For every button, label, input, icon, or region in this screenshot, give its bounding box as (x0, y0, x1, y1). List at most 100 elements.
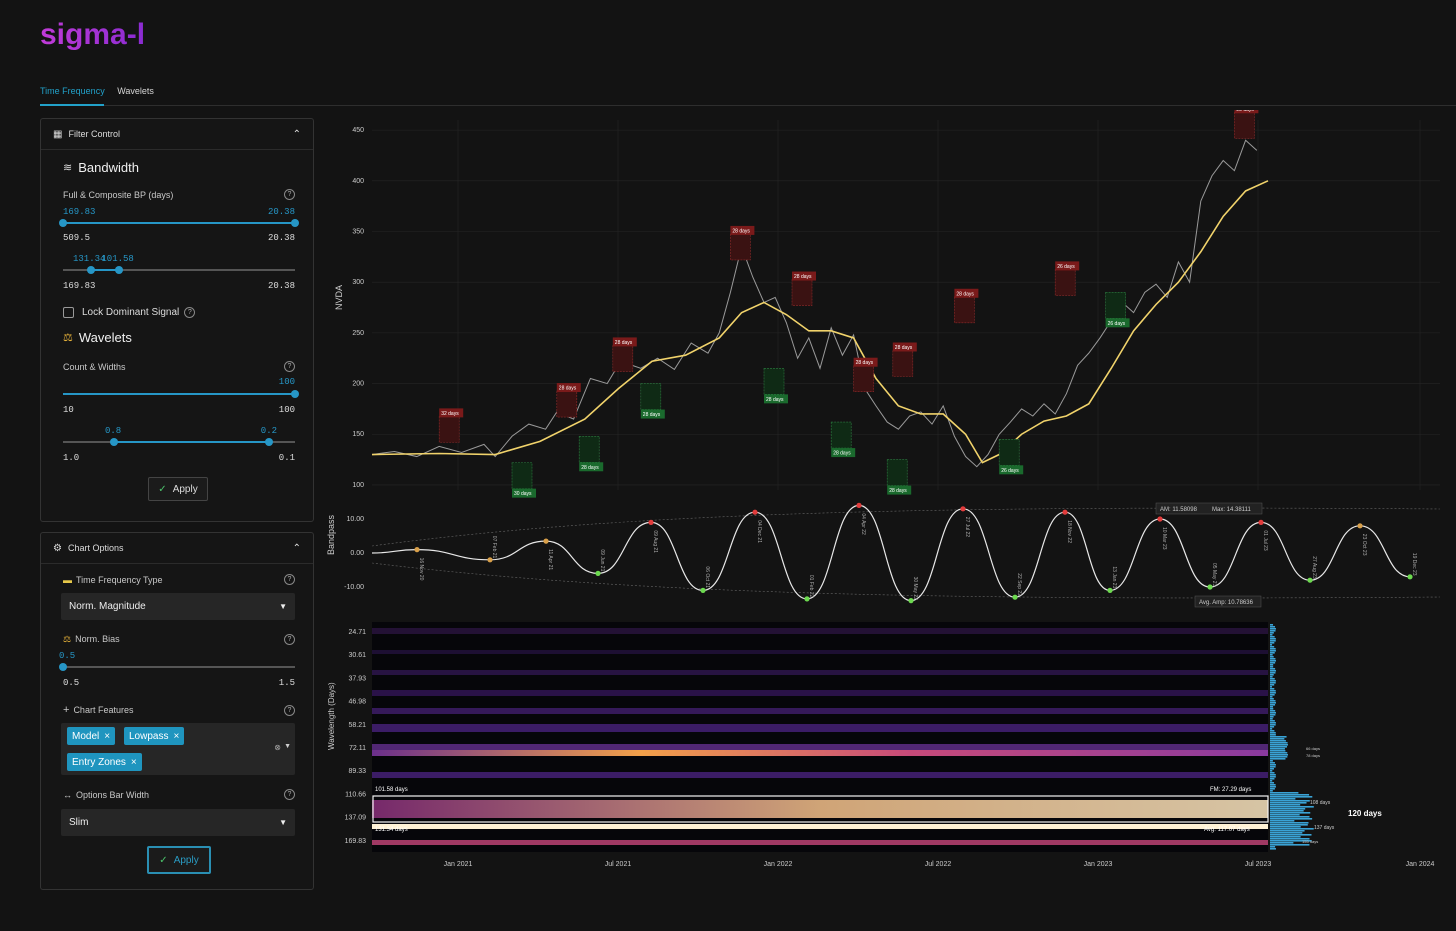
histogram-bar (1270, 674, 1274, 676)
clear-icon[interactable]: ⊗ (274, 743, 281, 752)
histogram-bar (1270, 658, 1276, 660)
composite-slider-fill (90, 269, 119, 271)
histogram-bar (1270, 720, 1275, 722)
histogram-bar (1270, 690, 1276, 692)
extremum-date-label: 06 Oct 21 (704, 566, 710, 588)
heatmap-band (372, 772, 1268, 778)
tab-time-frequency[interactable]: Time Frequency (40, 86, 105, 96)
norm-bias-max: 1.5 (278, 678, 295, 688)
grid-icon: ▦ (53, 128, 63, 140)
bandpass-line (371, 504, 1411, 602)
chart-options-apply-button[interactable]: ✓ Apply (147, 846, 211, 874)
composite-slider-handle-low[interactable] (86, 266, 95, 274)
close-icon[interactable]: × (130, 756, 137, 768)
lock-dominant-label: Lock Dominant Signal (82, 307, 180, 318)
features-multiselect[interactable]: Model × Lowpass × Entry Zones × ⊗ ▼ (61, 723, 295, 775)
help-icon[interactable]: ? (184, 307, 196, 318)
histogram-bar (1270, 666, 1274, 668)
chevron-up-icon[interactable]: ⌃ (292, 542, 301, 554)
widths-slider-handle-low[interactable] (110, 438, 119, 446)
lock-dominant-checkbox[interactable] (63, 307, 74, 318)
composite-max: 20.38 (267, 281, 295, 291)
histogram-bar (1270, 736, 1287, 738)
histogram-bar (1270, 734, 1276, 736)
entry-zone-tag (439, 408, 464, 418)
bp-slider-handle-low[interactable] (59, 219, 67, 227)
entry-zone-box (1054, 269, 1076, 296)
extremum-date-label: 01 Jul 23 (1262, 530, 1268, 551)
entry-zone-marker: 28 days (886, 459, 912, 495)
chart-area[interactable]: NVDA 450 400 350 300 250 200 150 100 32 days 30 … (320, 110, 1456, 880)
entry-zone-label: 28 days (643, 412, 661, 418)
norm-bias-slider[interactable] (59, 663, 295, 671)
norm-bias-handle[interactable] (59, 663, 67, 671)
histogram-bar (1270, 724, 1276, 726)
filter-control-header[interactable]: ▦ Filter Control ⌃ (41, 119, 313, 150)
bp-slider[interactable] (59, 219, 299, 227)
feature-tag-model[interactable]: Model × (67, 727, 116, 745)
am-max-box (1155, 502, 1263, 515)
band-lower-label: 131.34 days (375, 827, 408, 833)
histogram-bar (1270, 664, 1274, 666)
tf-type-select[interactable]: Norm. Magnitude ▼ (61, 593, 295, 620)
x-tick-label: Jan 2022 (764, 861, 793, 868)
entry-zone-marker: 28 days (954, 288, 979, 324)
histogram-bar (1270, 748, 1285, 750)
chart-options-header[interactable]: ⚙ Chart Options ⌃ (41, 533, 313, 564)
help-icon[interactable]: ? (284, 789, 295, 800)
feature-tag-lowpass[interactable]: Lowpass × (124, 727, 185, 745)
histogram-bar (1270, 832, 1303, 834)
y-tick-label: 72.11 (349, 745, 366, 752)
histogram-bar (1270, 758, 1286, 760)
bandpass-extremum (595, 570, 601, 576)
histogram-bar (1270, 670, 1276, 672)
avg-amp-annotation: Avg. Amp: 10.78636 (1199, 600, 1254, 606)
entry-zone-tag (954, 288, 979, 298)
chart-options-title: Chart Options (67, 543, 124, 553)
entry-zone-marker: 28 days (892, 342, 917, 377)
feature-tag-entry-zones[interactable]: Entry Zones × (67, 753, 142, 771)
count-slider[interactable] (63, 390, 299, 398)
extremum-date-label: 23 Oct 23 (1361, 534, 1367, 556)
y-tick-label: 250 (352, 330, 364, 337)
histogram-bar (1270, 822, 1309, 824)
tab-wavelets[interactable]: Wavelets (117, 86, 154, 96)
composite-slider[interactable] (63, 266, 295, 274)
histogram-bar (1270, 630, 1276, 632)
bp-slider-fill (63, 222, 295, 224)
widths-slider[interactable] (63, 438, 295, 446)
help-icon[interactable]: ? (284, 634, 295, 645)
widths-slider-values: 0.8 0.2 (63, 426, 295, 436)
bar-width-select[interactable]: Slim ▼ (61, 809, 295, 836)
extremum-date-label: 13 Jan 23 (1111, 566, 1117, 588)
filter-apply-button[interactable]: ✓ Apply (148, 477, 208, 501)
am-annotation: AM: 11.58098 (1160, 507, 1198, 513)
bp-slider-handle-high[interactable] (291, 219, 299, 227)
heatmap-band (372, 840, 1268, 845)
help-icon[interactable]: ? (284, 361, 295, 372)
entry-zone-label: 28 days (794, 274, 812, 280)
chevron-up-icon[interactable]: ⌃ (292, 128, 301, 140)
help-icon[interactable]: ? (284, 704, 295, 716)
widths-slider-handle-high[interactable] (265, 438, 274, 446)
bar-width-label: Options Bar Width (76, 789, 150, 800)
help-icon[interactable]: ? (284, 189, 295, 200)
gear-icon: ⚙ (53, 542, 62, 554)
bandpass-extremum (1062, 509, 1068, 515)
histogram-bar (1270, 782, 1275, 784)
bandpass-extremum (1307, 577, 1313, 583)
histogram-bar (1270, 790, 1273, 792)
selected-band-box[interactable] (372, 795, 1269, 823)
heatmap-band (372, 724, 1268, 732)
histogram-bar (1270, 804, 1301, 806)
count-slider-handle[interactable] (291, 390, 299, 398)
help-icon[interactable]: ? (284, 574, 295, 585)
bandpass-y-ticks: 10.00 0.00 -10.00 (344, 516, 364, 591)
composite-slider-range: 169.83 20.38 (63, 281, 295, 291)
caret-down-icon[interactable]: ▼ (284, 743, 291, 750)
histogram-bar (1270, 768, 1274, 770)
composite-slider-handle-high[interactable] (114, 266, 123, 274)
close-icon[interactable]: × (173, 730, 180, 742)
close-icon[interactable]: × (104, 730, 111, 742)
y-tick-label: 350 (352, 229, 364, 236)
